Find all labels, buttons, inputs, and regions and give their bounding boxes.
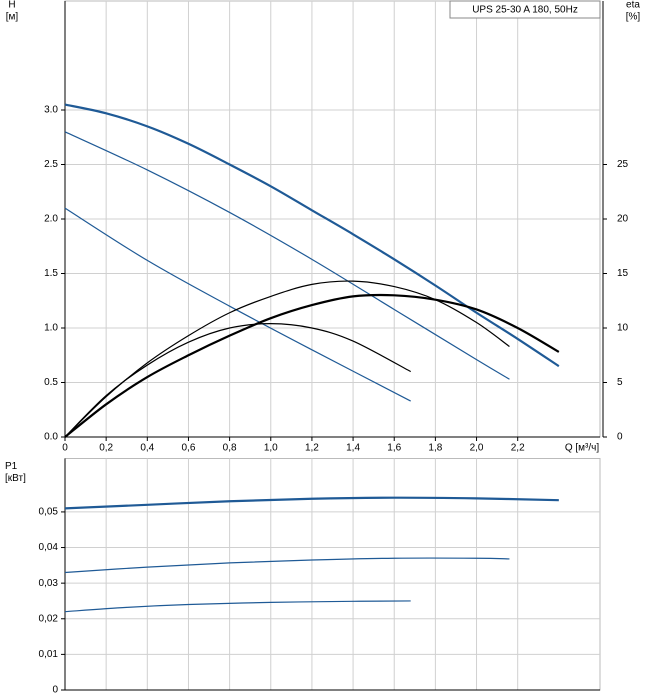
y-tick-label: 3.0 (44, 105, 58, 116)
y2-tick-label: 20 (617, 214, 629, 225)
y-tick-label: 0 (52, 685, 58, 696)
y-tick-label: 0,04 (39, 542, 59, 553)
y-tick-label: 2.0 (44, 214, 58, 225)
y-axis-label: [м] (6, 12, 19, 23)
curve (64, 207, 411, 402)
curve (64, 293, 560, 438)
y-axis-label: P1 (5, 461, 18, 472)
y2-axis-label: [%] (626, 12, 641, 23)
y-tick-label: 0.0 (44, 432, 58, 443)
y2-axis-label: eta (626, 0, 640, 11)
x-tick-label: 1,2 (305, 443, 319, 454)
y-tick-label: 2.5 (44, 159, 58, 170)
y-tick-label: 0.5 (44, 377, 58, 388)
x-tick-label: 0,2 (99, 443, 113, 454)
y-tick-label: 0,05 (39, 507, 59, 518)
y2-tick-label: 25 (617, 159, 629, 170)
x-tick-label: 1,6 (387, 443, 401, 454)
x-tick-label: 0,6 (182, 443, 196, 454)
y-tick-label: 0,01 (39, 649, 59, 660)
curve (64, 280, 510, 438)
y2-tick-label: 0 (617, 432, 623, 443)
x-tick-label: 1,4 (346, 443, 360, 454)
x-axis-label: Q [м³/ч] (565, 443, 600, 454)
x-tick-label: 2,0 (470, 443, 484, 454)
y-axis-label: H (8, 0, 15, 11)
x-tick-label: 2,2 (511, 443, 525, 454)
y-axis-label: [кВт] (5, 473, 26, 484)
x-tick-label: 1,8 (428, 443, 442, 454)
y-tick-label: 1.0 (44, 323, 58, 334)
y-tick-label: 0,02 (39, 613, 59, 624)
y2-tick-label: 10 (617, 323, 629, 334)
curve (64, 557, 510, 574)
y2-tick-label: 5 (617, 377, 623, 388)
x-tick-label: 0,8 (223, 443, 237, 454)
curve (64, 323, 411, 438)
x-tick-label: 0,4 (140, 443, 154, 454)
curve (64, 600, 411, 613)
y-tick-label: 0,03 (39, 578, 59, 589)
curve (64, 131, 510, 380)
y-tick-label: 1.5 (44, 268, 58, 279)
y2-tick-label: 15 (617, 268, 629, 279)
x-tick-label: 1,0 (264, 443, 278, 454)
curve (64, 103, 560, 368)
legend-text: UPS 25-30 A 180, 50Hz (472, 5, 578, 16)
legend-box (449, 0, 601, 19)
curve (64, 496, 559, 510)
plot-area (64, 458, 601, 691)
x-tick-label: 0 (62, 443, 68, 454)
